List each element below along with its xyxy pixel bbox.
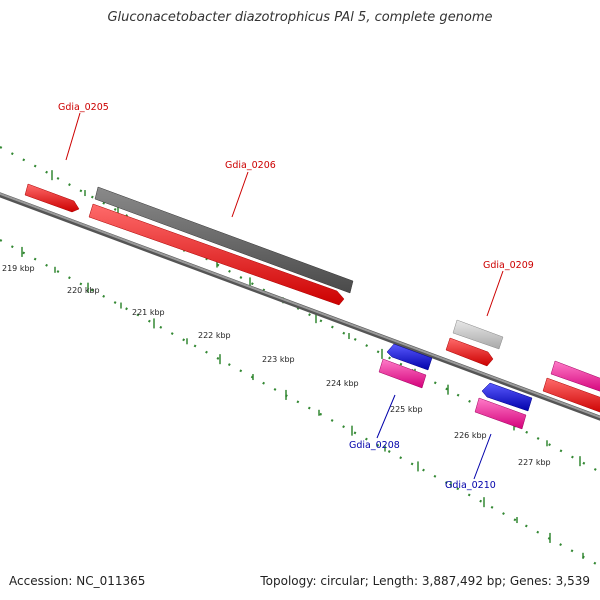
scale-label: 224 kbp (326, 379, 359, 388)
scale-label: 219 kbp (2, 264, 35, 273)
gene-gdia-0209-light-feature[interactable] (452, 319, 504, 350)
accession-text: Accession: NC_011365 (9, 574, 146, 588)
gene-label-gdia-0205[interactable]: Gdia_0205 (58, 102, 109, 113)
major-ticks (21, 170, 584, 559)
gene-right-red-forward[interactable] (542, 377, 600, 414)
gene-label-gdia-0209[interactable]: Gdia_0209 (483, 260, 534, 271)
scale-label: 220 kbp (67, 286, 100, 295)
gene-label-gdia-0210[interactable]: Gdia_0210 (445, 480, 496, 491)
scale-label: 225 kbp (390, 405, 423, 414)
genome-summary-text: Topology: circular; Length: 3,887,492 bp… (260, 574, 590, 588)
gene-gdia-0210-pink[interactable] (474, 397, 527, 430)
gene-gdia-0208-arrow[interactable] (386, 343, 433, 371)
gene-gdia-0208-pink[interactable] (378, 358, 427, 389)
scale-label: 222 kbp (198, 331, 231, 340)
gene-gdia-0210-arrow[interactable] (481, 382, 533, 412)
gene-gdia-0206-arrow[interactable] (88, 203, 345, 306)
label-leaders (65, 112, 504, 480)
gene-gdia-0209-arrow[interactable] (445, 337, 494, 367)
scale-label: 223 kbp (262, 355, 295, 364)
scale-label: 227 kbp (518, 458, 551, 467)
gene-right-pink-forward[interactable] (550, 360, 600, 393)
gene-label-gdia-0208[interactable]: Gdia_0208 (349, 440, 400, 451)
map-title: Gluconacetobacter diazotrophicus PAl 5, … (107, 10, 493, 25)
gene-label-gdia-0206[interactable]: Gdia_0206 (225, 160, 276, 171)
scale-label: 221 kbp (132, 308, 165, 317)
gene-gdia-0205-arrow[interactable] (24, 183, 80, 213)
scale-label: 226 kbp (454, 431, 487, 440)
scale-labels: 219 kbp 220 kbp 221 kbp 222 kbp 223 kbp … (2, 264, 551, 467)
gene-gdia-0206-grey-feature[interactable] (94, 186, 354, 294)
genome-backbone (0, 192, 600, 421)
